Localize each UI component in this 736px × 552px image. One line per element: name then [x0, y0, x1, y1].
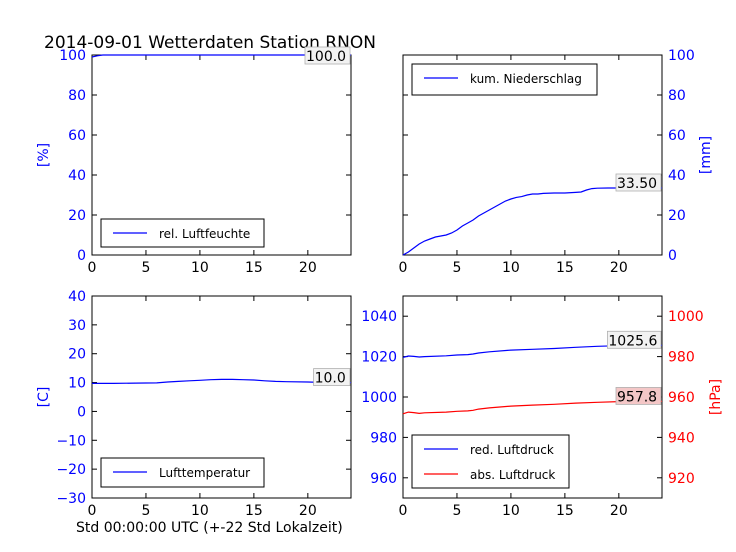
y-tick-label: 0: [77, 404, 86, 420]
x-tick-label: 15: [556, 503, 574, 519]
y-tick-label: 10: [68, 376, 86, 392]
y-tick-label: 40: [68, 289, 86, 305]
y-tick-label-right: 80: [668, 88, 686, 104]
last-value-box: [304, 46, 351, 65]
last-value-box: [313, 368, 351, 386]
x-tick-label: 15: [556, 260, 574, 276]
y-tick-label-right: 20: [668, 208, 686, 224]
panel-bottom-left: 0 5 10 15 20 −30 −20 −10 0 10 20 30 40 [C] 10.0 Lufttem…: [36, 289, 352, 519]
y-tick-label-right: 100: [668, 48, 695, 64]
y-tick-label: 60: [68, 128, 86, 144]
series-line-0: [402, 187, 662, 256]
last-value-label: 957.8: [617, 389, 657, 405]
legend-label: red. Luftdruck: [470, 443, 554, 457]
y-axis-label-right: [mm]: [698, 136, 714, 174]
panel-top-right: 0 5 10 15 20 0 20 40 60 80 100 [mm] 33.50 kum. Nieder…: [399, 48, 714, 276]
x-tick-label: 10: [191, 503, 209, 519]
x-tick-label: 5: [141, 503, 150, 519]
y-tick-label-right: 980: [668, 350, 695, 366]
last-value-box: [615, 387, 662, 405]
legend-box: [411, 434, 570, 489]
figure-title: 2014-09-01 Wetterdaten Station RNON: [44, 33, 376, 53]
legend-label: kum. Niederschlag: [470, 72, 582, 86]
y-tick-label: 1020: [361, 350, 397, 366]
last-value-label: 100.0: [306, 49, 346, 65]
y-tick-label: 980: [370, 430, 397, 446]
x-tick-label: 0: [88, 503, 97, 519]
series-line-1: [402, 400, 662, 415]
legend-label: rel. Luftfeuchte: [159, 227, 250, 241]
y-tick-label-right: 40: [668, 168, 686, 184]
x-tick-label: 20: [299, 260, 317, 276]
y-tick-label: 30: [68, 318, 86, 334]
y-tick-label: 100: [59, 48, 86, 64]
panel-bottom-right: 0 5 10 15 20 960 980 1000 1020 1040 920 940 960 980 10…: [361, 295, 724, 519]
plot-frame: [402, 54, 663, 256]
y-tick-label: 960: [370, 471, 397, 487]
x-tick-label: 15: [245, 503, 263, 519]
y-tick-label-right: 0: [668, 248, 677, 264]
y-tick-label: 20: [68, 208, 86, 224]
last-value-label: 1025.6: [608, 333, 657, 349]
x-tick-label: 10: [191, 260, 209, 276]
x-tick-label: 20: [610, 260, 628, 276]
x-tick-label: 5: [452, 503, 461, 519]
y-axis-label: [%]: [36, 143, 52, 167]
last-value-box: [615, 173, 662, 192]
plot-frame: [91, 295, 352, 499]
y-tick-label-right: 1000: [668, 309, 704, 325]
panel-top-left: 0 5 10 15 20 0 20 40 60 80 100 [%] 100.0 rel. Luftfeu…: [36, 46, 352, 276]
x-tick-label: 10: [502, 260, 520, 276]
legend-box: [411, 63, 598, 96]
y-tick-label-right: 60: [668, 128, 686, 144]
y-tick-label: 1000: [361, 390, 397, 406]
x-tick-label: 15: [245, 260, 263, 276]
x-tick-label: 0: [399, 503, 408, 519]
x-tick-label: 0: [399, 260, 408, 276]
y-tick-label: −30: [56, 491, 86, 507]
y-tick-label: 40: [68, 168, 86, 184]
y-tick-label: 0: [77, 248, 86, 264]
last-value-box: [607, 330, 662, 349]
x-tick-label: 5: [452, 260, 461, 276]
y-tick-label: 20: [68, 347, 86, 363]
y-tick-label-right: 940: [668, 430, 695, 446]
x-tick-label: 10: [502, 503, 520, 519]
last-value-label: 33.50: [617, 176, 657, 192]
y-tick-label: 80: [68, 88, 86, 104]
x-tick-label: 20: [299, 503, 317, 519]
last-value-label: 10.0: [315, 371, 346, 387]
series-line-0: [92, 378, 351, 384]
y-axis-label-right: [hPa]: [708, 379, 724, 415]
y-tick-label: 1040: [361, 309, 397, 325]
y-tick-label-right: 960: [668, 390, 695, 406]
legend-label: abs. Luftdruck: [470, 468, 555, 482]
x-tick-label: 0: [88, 260, 97, 276]
series-line-0: [402, 344, 662, 358]
series-line-0: [91, 54, 351, 58]
y-tick-label-right: 920: [668, 471, 695, 487]
y-tick-label: −10: [56, 433, 86, 449]
x-tick-label: 5: [141, 260, 150, 276]
y-tick-label: −20: [56, 462, 86, 478]
x-tick-label: 20: [610, 503, 628, 519]
legend-label: Lufttemperatur: [159, 466, 250, 480]
y-axis-label: [C]: [36, 387, 52, 408]
x-axis-label: Std 00:00:00 UTC (+-22 Std Lokalzeit): [76, 520, 343, 536]
